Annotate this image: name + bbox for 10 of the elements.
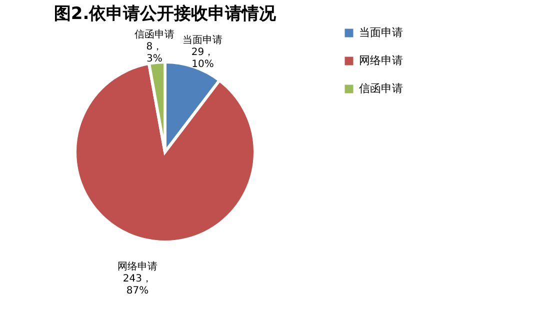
data-label: 243， 87%: [122, 274, 152, 297]
data-label: 29， 10%: [191, 47, 214, 70]
legend-label: 信函申请: [359, 82, 403, 95]
chart-title: 图2.依申请公开接收申请情况: [54, 4, 278, 24]
legend-label: 当面申请: [359, 26, 403, 39]
slice-label: 网络申请: [117, 260, 158, 273]
slice-label: 当面申请: [182, 34, 223, 46]
legend-label: 网络申请: [359, 54, 403, 67]
slice-label: 信函申请: [134, 28, 174, 40]
data-label: 8， 3%: [146, 41, 163, 64]
